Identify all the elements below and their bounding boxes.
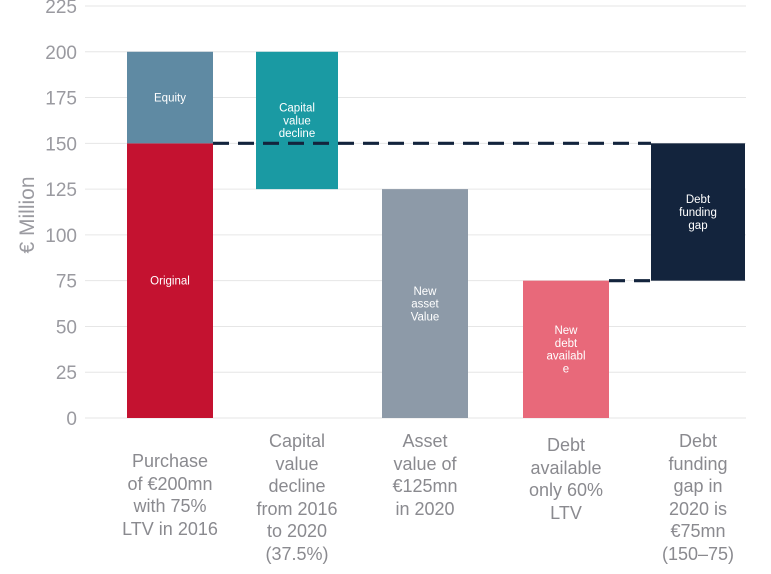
bar-segment <box>127 51 213 144</box>
x-category-label: Debt available only 60% LTV <box>528 435 604 523</box>
bar-label: New debt availabl e <box>547 325 586 375</box>
bar-segment <box>382 189 468 418</box>
bar-labels: Original Equity Capital value decline New asse… <box>150 93 717 376</box>
y-tick-label: 175 <box>45 89 77 110</box>
x-category-label: Purchase of €200mn with 75% LTV in 2016 <box>122 451 218 539</box>
bar-segment <box>523 280 609 418</box>
y-tick-label: 200 <box>45 43 77 64</box>
x-category-label: Debt funding gap in 2020 is €75mn (150–7… <box>661 431 735 564</box>
bar-label: New asset Value <box>411 286 440 324</box>
bar-segment <box>651 143 745 281</box>
y-tick-label: 150 <box>45 134 77 155</box>
y-axis-ticks: 0 25 50 75 100 125 150 175 200 225 <box>45 0 77 430</box>
y-axis-label: € Million <box>16 176 39 253</box>
y-tick-label: 125 <box>45 180 77 201</box>
bar-label: Original <box>150 276 190 288</box>
reference-lines <box>213 141 651 283</box>
y-tick-label: 225 <box>45 0 77 18</box>
x-category-label: Capital value decline from 2016 to 2020 … <box>256 431 338 564</box>
y-tick-label: 50 <box>56 317 77 338</box>
bar-label: Debt funding gap <box>679 194 717 232</box>
bar-segment <box>127 143 213 419</box>
y-tick-label: 100 <box>45 226 77 247</box>
x-category-label: Asset value of €125mn in 2020 <box>392 431 458 519</box>
y-tick-label: 0 <box>66 409 77 430</box>
bar-segment <box>256 51 338 190</box>
bar-label: Equity <box>154 93 186 105</box>
bars <box>127 51 745 419</box>
bar-label: Capital value decline <box>279 103 315 141</box>
y-tick-label: 25 <box>56 363 77 384</box>
y-tick-label: 75 <box>56 272 77 293</box>
